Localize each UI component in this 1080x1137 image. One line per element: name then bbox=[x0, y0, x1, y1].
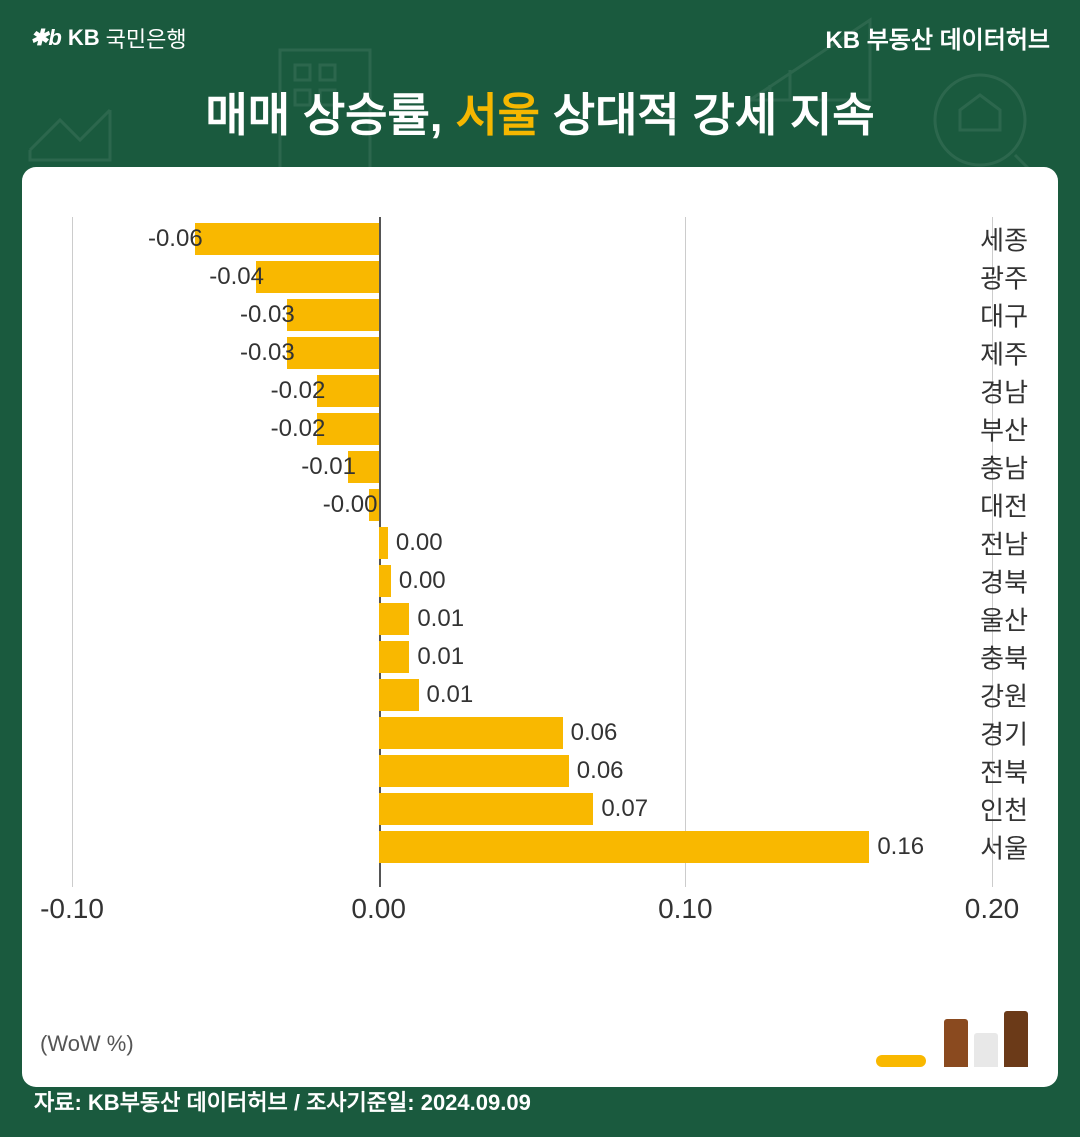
category-label: 경남 bbox=[980, 373, 1028, 410]
bar-row: 0.07인천 bbox=[72, 793, 1008, 825]
bar-row: -0.04광주 bbox=[72, 261, 1008, 293]
bar bbox=[287, 299, 379, 331]
category-label: 부산 bbox=[980, 411, 1028, 448]
logo-bank-text: 국민은행 bbox=[106, 22, 187, 54]
deco-pill bbox=[876, 1055, 926, 1067]
bar-value-label: -0.01 bbox=[301, 453, 356, 481]
bar-value-label: 0.01 bbox=[417, 643, 464, 671]
chart-plot-area: -0.100.000.100.20-0.06세종-0.04광주-0.03대구-0… bbox=[72, 207, 1008, 947]
category-label: 세종 bbox=[980, 221, 1028, 258]
bar bbox=[379, 565, 391, 597]
category-label: 서울 bbox=[980, 829, 1028, 866]
bar-row: -0.03제주 bbox=[72, 337, 1008, 369]
deco-bar1 bbox=[944, 1019, 968, 1067]
bar-value-label: 0.07 bbox=[601, 795, 648, 823]
bar-row: -0.01충남 bbox=[72, 451, 1008, 483]
logo-kb-text: KB bbox=[68, 25, 100, 51]
bar-row: 0.06전북 bbox=[72, 755, 1008, 787]
bar bbox=[317, 375, 378, 407]
bar-row: 0.01강원 bbox=[72, 679, 1008, 711]
bar bbox=[195, 223, 379, 255]
xaxis-tick-label: -0.10 bbox=[40, 893, 104, 925]
bar bbox=[287, 337, 379, 369]
xaxis-tick-label: 0.20 bbox=[965, 893, 1020, 925]
bar-value-label: -0.03 bbox=[240, 301, 295, 329]
category-label: 전남 bbox=[980, 525, 1028, 562]
bar bbox=[379, 831, 870, 863]
bar-value-label: 0.00 bbox=[399, 567, 446, 595]
bar-row: 0.00전남 bbox=[72, 527, 1008, 559]
bar-value-label: -0.02 bbox=[271, 415, 326, 443]
header: ✱b KB 국민은행 KB 부동산 데이터허브 bbox=[0, 0, 1080, 65]
bar-value-label: 0.01 bbox=[417, 605, 464, 633]
bar bbox=[379, 603, 410, 635]
bar-row: -0.03대구 bbox=[72, 299, 1008, 331]
bg-deco-icon bbox=[10, 60, 130, 180]
bar-row: 0.01충북 bbox=[72, 641, 1008, 673]
bar-row: -0.00대전 bbox=[72, 489, 1008, 521]
bg-deco-icon bbox=[260, 20, 400, 180]
footer-source: 자료: KB부동산 데이터허브 / 조사기준일: 2024.09.09 bbox=[34, 1085, 531, 1117]
category-label: 인천 bbox=[980, 791, 1028, 828]
bg-deco-icon bbox=[740, 10, 880, 110]
category-label: 광주 bbox=[980, 259, 1028, 296]
bar-value-label: 0.01 bbox=[427, 681, 474, 709]
bar bbox=[379, 641, 410, 673]
xaxis-tick-label: 0.10 bbox=[658, 893, 713, 925]
category-label: 대구 bbox=[980, 297, 1028, 334]
logo-left: ✱b KB 국민은행 bbox=[30, 22, 187, 54]
bar-row: -0.02부산 bbox=[72, 413, 1008, 445]
bar bbox=[379, 717, 563, 749]
category-label: 대전 bbox=[980, 487, 1028, 524]
bar-row: 0.00경북 bbox=[72, 565, 1008, 597]
category-label: 울산 bbox=[980, 601, 1028, 638]
category-label: 충남 bbox=[980, 449, 1028, 486]
bar-row: -0.02경남 bbox=[72, 375, 1008, 407]
bar-row: 0.16서울 bbox=[72, 831, 1008, 863]
bar-value-label: 0.00 bbox=[396, 529, 443, 557]
bar bbox=[379, 679, 419, 711]
logo-glyph-icon: ✱b bbox=[30, 25, 62, 51]
bar-value-label: 0.16 bbox=[877, 833, 924, 861]
bar-value-label: -0.02 bbox=[271, 377, 326, 405]
deco-bar3 bbox=[1004, 1011, 1028, 1067]
category-label: 강원 bbox=[980, 677, 1028, 714]
category-label: 제주 bbox=[980, 335, 1028, 372]
bar bbox=[379, 755, 569, 787]
chart-panel: -0.100.000.100.20-0.06세종-0.04광주-0.03대구-0… bbox=[22, 167, 1058, 1087]
bar-value-label: -0.04 bbox=[209, 263, 264, 291]
bar-row: 0.06경기 bbox=[72, 717, 1008, 749]
unit-label: (WoW %) bbox=[40, 1031, 134, 1057]
bar bbox=[379, 793, 594, 825]
bar bbox=[317, 413, 378, 445]
bar-value-label: -0.00 bbox=[323, 491, 378, 519]
category-label: 경북 bbox=[980, 563, 1028, 600]
bar bbox=[379, 527, 388, 559]
bar-row: -0.06세종 bbox=[72, 223, 1008, 255]
deco-bars-icon bbox=[876, 1011, 1028, 1067]
bar-value-label: -0.06 bbox=[148, 225, 203, 253]
bar-value-label: 0.06 bbox=[577, 757, 624, 785]
bar-row: 0.01울산 bbox=[72, 603, 1008, 635]
xaxis-tick-label: 0.00 bbox=[351, 893, 406, 925]
title-highlight: 서울 bbox=[455, 89, 540, 141]
deco-bar2 bbox=[974, 1033, 998, 1067]
bar-value-label: -0.03 bbox=[240, 339, 295, 367]
category-label: 전북 bbox=[980, 753, 1028, 790]
bar bbox=[256, 261, 379, 293]
chart-title: 매매 상승률, 서울 상대적 강세 지속 bbox=[0, 65, 1080, 167]
bar-value-label: 0.06 bbox=[571, 719, 618, 747]
category-label: 경기 bbox=[980, 715, 1028, 752]
category-label: 충북 bbox=[980, 639, 1028, 676]
